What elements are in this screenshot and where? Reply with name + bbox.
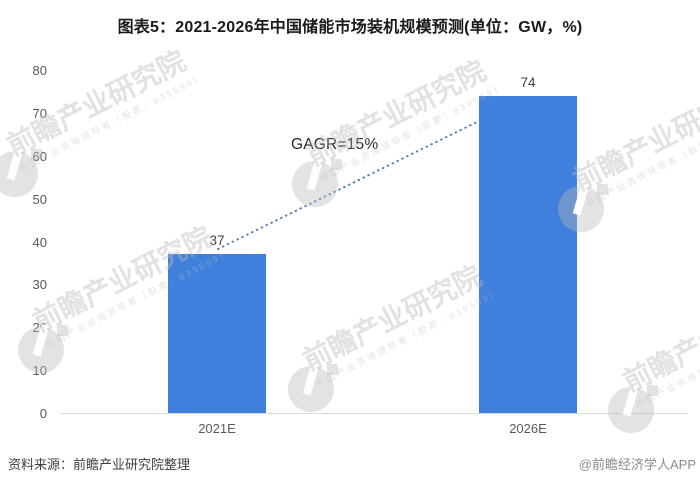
y-tick-label: 50 (32, 191, 47, 207)
y-tick-label: 60 (32, 148, 47, 164)
chart-title: 图表5：2021-2026年中国储能市场装机规模预测(单位：GW，%) (117, 19, 583, 36)
x-tick-label-2021E: 2021E (198, 421, 236, 436)
y-tick-label: 40 (32, 234, 47, 250)
y-tick-label: 80 (32, 63, 47, 78)
bar-2021E (168, 254, 266, 413)
bar-2026E (479, 95, 577, 413)
bar-value-label: 74 (520, 74, 536, 90)
y-tick-label: 0 (39, 406, 47, 421)
x-tick-label-2026E: 2026E (509, 421, 547, 436)
y-tick-label: 10 (32, 363, 47, 379)
x-axis-line (60, 413, 688, 414)
bar-value-label: 37 (209, 233, 225, 249)
y-tick-label: 30 (32, 277, 47, 293)
y-tick-label: 20 (32, 320, 47, 336)
credit-note: @前瞻经济学人APP (578, 457, 696, 472)
cagr-annotation: GAGR=15% (291, 136, 379, 153)
y-tick-label: 70 (32, 105, 47, 121)
source-note: 资料来源：前瞻产业研究院整理 (8, 457, 191, 472)
